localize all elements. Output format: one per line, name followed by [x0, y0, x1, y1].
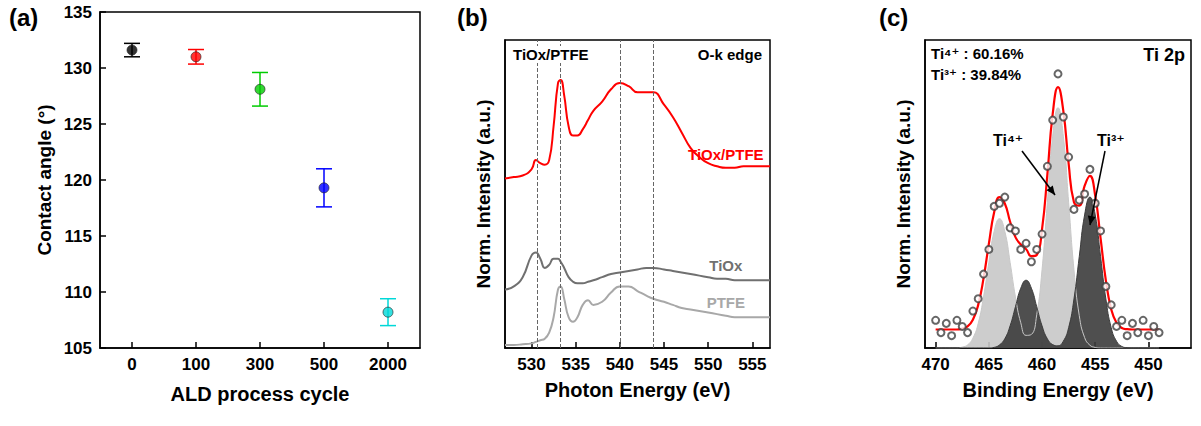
svg-text:500: 500	[310, 355, 338, 374]
svg-text:460: 460	[1028, 355, 1056, 374]
svg-text:Norm. Intensity (a.u.): Norm. Intensity (a.u.)	[893, 100, 914, 289]
svg-text:545: 545	[650, 355, 678, 374]
svg-text:555: 555	[738, 355, 766, 374]
svg-text:530: 530	[517, 355, 545, 374]
svg-text:300: 300	[246, 355, 274, 374]
svg-text:0: 0	[127, 355, 136, 374]
svg-text:Ti⁴⁺: Ti⁴⁺	[993, 132, 1023, 149]
svg-text:550: 550	[694, 355, 722, 374]
svg-text:Norm. Intensity (a.u.): Norm. Intensity (a.u.)	[473, 100, 494, 289]
svg-text:100: 100	[182, 355, 210, 374]
svg-text:135: 135	[64, 3, 92, 22]
svg-text:(a): (a)	[9, 4, 38, 31]
svg-text:465: 465	[975, 355, 1003, 374]
svg-text:535: 535	[561, 355, 589, 374]
svg-text:450: 450	[1134, 355, 1162, 374]
svg-text:TiOx/PTFE: TiOx/PTFE	[513, 46, 589, 63]
svg-text:Photon Energy (eV): Photon Energy (eV)	[545, 379, 731, 401]
svg-text:540: 540	[606, 355, 634, 374]
svg-text:470: 470	[921, 355, 949, 374]
svg-text:Ti³⁺ : 39.84%: Ti³⁺ : 39.84%	[931, 66, 1021, 83]
svg-text:110: 110	[65, 283, 92, 302]
svg-text:130: 130	[64, 59, 92, 78]
svg-text:115: 115	[65, 227, 92, 246]
svg-text:120: 120	[64, 171, 92, 190]
svg-text:Binding Energy (eV): Binding Energy (eV)	[962, 379, 1153, 401]
svg-text:Ti⁴⁺ : 60.16%: Ti⁴⁺ : 60.16%	[931, 45, 1024, 62]
svg-text:O-k edge: O-k edge	[698, 46, 762, 63]
svg-text:PTFE: PTFE	[707, 294, 745, 311]
svg-text:455: 455	[1081, 355, 1109, 374]
svg-text:TiOx: TiOx	[709, 257, 743, 274]
svg-text:2000: 2000	[369, 355, 407, 374]
svg-text:TiOx/PTFE: TiOx/PTFE	[688, 146, 764, 163]
svg-text:125: 125	[64, 115, 92, 134]
svg-text:ALD process cycle: ALD process cycle	[171, 383, 350, 405]
svg-text:Ti 2p: Ti 2p	[1143, 45, 1185, 65]
svg-text:Contact angle (°): Contact angle (°)	[34, 104, 55, 255]
svg-text:(c): (c)	[879, 4, 908, 31]
svg-text:(b): (b)	[457, 4, 488, 31]
svg-text:105: 105	[64, 339, 92, 358]
svg-text:Ti³⁺: Ti³⁺	[1097, 132, 1125, 149]
